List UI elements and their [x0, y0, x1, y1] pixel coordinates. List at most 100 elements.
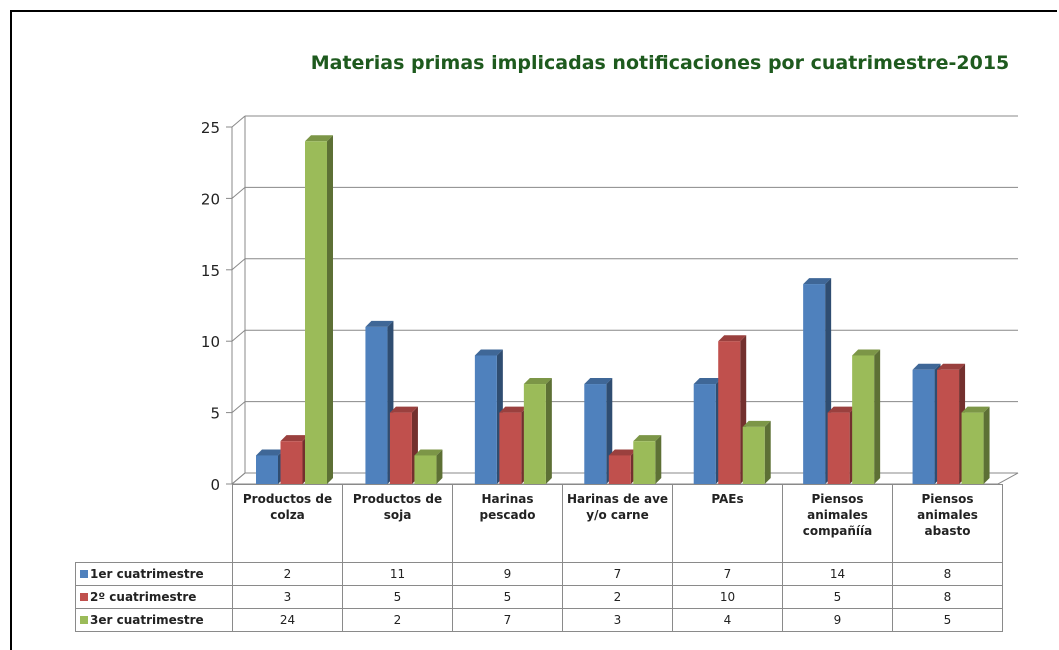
y-tick-label: 5 — [210, 405, 220, 423]
grid-line — [231, 401, 246, 413]
bar-top — [937, 363, 966, 370]
bar-side — [874, 349, 881, 484]
legend-label: 1er cuatrimestre — [90, 567, 204, 581]
y-tick-label: 15 — [201, 262, 220, 280]
value-cell: 9 — [452, 562, 563, 586]
bar — [718, 335, 747, 484]
chart-title: Materias primas implicadas notificacione… — [311, 52, 1010, 74]
bar-top — [693, 378, 722, 385]
legend-entry: 3er cuatrimestre — [75, 608, 233, 632]
x-tick-label: Piensos animales abasto — [892, 484, 1003, 563]
bar-top — [803, 278, 832, 285]
bar-top — [523, 378, 552, 385]
value-cell: 8 — [892, 562, 1003, 586]
value-cell: 5 — [342, 585, 453, 609]
y-tick-label: 10 — [201, 333, 220, 351]
value-cell: 11 — [342, 562, 453, 586]
grid-line — [231, 472, 246, 485]
value-cell: 24 — [232, 608, 343, 632]
bar — [523, 378, 552, 484]
x-tick-label: Productos de colza — [232, 484, 343, 563]
value-cell: 5 — [782, 585, 893, 609]
bar-front — [852, 355, 875, 484]
bar-top — [499, 406, 528, 413]
legend-swatch — [80, 570, 88, 578]
bar-front — [608, 455, 631, 484]
data-table: Productos de colza Productos de soja Harin… — [75, 484, 1003, 632]
bar-front — [742, 426, 765, 484]
x-tick-label: Harinas de ave y/o carne — [562, 484, 673, 563]
bar-front — [365, 326, 388, 484]
bar-side — [436, 449, 443, 484]
value-cell: 2 — [562, 585, 673, 609]
bar-front — [414, 455, 437, 484]
value-cell: 9 — [782, 608, 893, 632]
bar-front — [474, 355, 497, 484]
bar-front — [937, 369, 960, 484]
value-cell: 3 — [232, 585, 343, 609]
bar-top — [852, 349, 881, 356]
bar-front — [256, 455, 278, 484]
grid-line — [231, 115, 246, 128]
bar — [499, 406, 528, 484]
bar — [827, 406, 856, 484]
bar-top — [742, 420, 771, 427]
bar-top — [633, 435, 662, 442]
bar — [742, 420, 771, 484]
bar — [633, 435, 662, 484]
bar-front — [305, 141, 327, 484]
x-tick-label: Harinas pescado — [452, 484, 563, 563]
bar-front — [803, 284, 826, 484]
value-cell: 4 — [672, 608, 783, 632]
bar — [693, 378, 722, 484]
value-cell: 7 — [672, 562, 783, 586]
bar-top — [256, 449, 284, 456]
legend-swatch — [80, 593, 88, 601]
x-tick-label: PAEs — [672, 484, 783, 563]
bar — [414, 449, 443, 484]
bar-front — [389, 412, 412, 484]
bar-front — [693, 384, 716, 484]
x-tick-label: Productos de soja — [342, 484, 453, 563]
value-cell: 5 — [892, 608, 1003, 632]
table-row: 1er cuatrimestre 2 11 9 7 7 14 8 — [75, 562, 1003, 586]
bar-front — [827, 412, 850, 484]
bar-top — [474, 349, 503, 356]
bar-front — [280, 441, 303, 484]
legend-entry: 1er cuatrimestre — [75, 562, 233, 586]
grid-line — [231, 187, 246, 199]
y-tick-label: 25 — [201, 119, 220, 137]
bar-top — [718, 335, 747, 342]
bar-front — [718, 341, 741, 484]
bar — [852, 349, 881, 484]
bar — [584, 378, 613, 484]
grid-line — [231, 258, 246, 271]
bar — [389, 406, 418, 484]
bar-front — [523, 384, 546, 484]
bar — [256, 449, 284, 484]
value-cell: 2 — [342, 608, 453, 632]
bar — [961, 406, 990, 484]
bar-top — [389, 406, 418, 413]
bar-front — [584, 384, 607, 484]
bar-top — [414, 449, 443, 456]
x-tick-label: Piensos animales compañíía — [782, 484, 893, 563]
bar-side — [764, 420, 771, 484]
bar-side — [545, 378, 552, 484]
bar — [937, 363, 966, 484]
value-cell: 2 — [232, 562, 343, 586]
value-cell: 7 — [562, 562, 673, 586]
bar — [365, 320, 394, 484]
bar-side — [655, 435, 662, 484]
bar-top — [280, 435, 309, 442]
bar — [608, 449, 637, 484]
value-cell: 14 — [782, 562, 893, 586]
bar-side — [983, 406, 990, 484]
bar — [474, 349, 503, 484]
value-cell: 10 — [672, 585, 783, 609]
bar-top — [912, 363, 941, 370]
bar-front — [633, 441, 656, 484]
grid-line — [231, 329, 246, 342]
bar-top — [827, 406, 856, 413]
